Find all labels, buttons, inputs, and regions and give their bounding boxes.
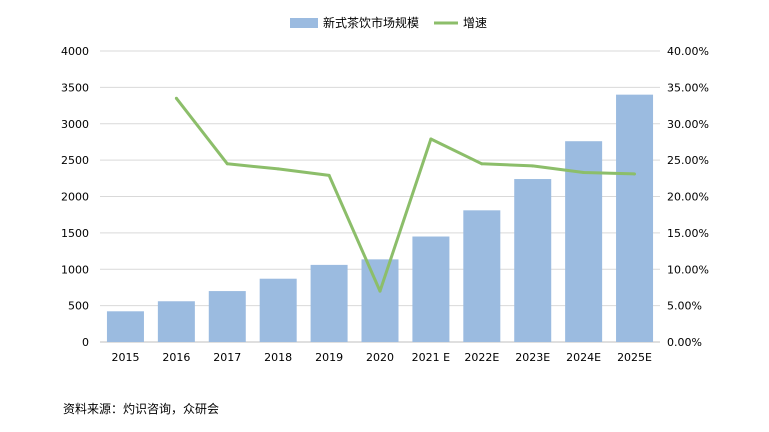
y-axis-left: 0 500 1000 1500 2000 2500 3000 3500 4000 <box>61 45 89 349</box>
growth-point <box>225 162 229 166</box>
y-left-tick-label: 3000 <box>61 118 89 131</box>
x-tick-label: 2015 <box>111 351 139 364</box>
bar <box>616 94 654 343</box>
y-right-tick-label: 15.00% <box>667 227 709 240</box>
x-tick-label: 2019 <box>315 351 343 364</box>
growth-point <box>174 96 178 100</box>
x-tick-label: 2022E <box>464 351 499 364</box>
x-tick-label: 2025E <box>617 351 652 364</box>
growth-point <box>378 289 382 293</box>
x-tick-label: 2023E <box>515 351 550 364</box>
x-tick-label: 2024E <box>566 351 601 364</box>
y-right-tick-label: 0.00% <box>667 336 702 349</box>
bar <box>463 210 501 342</box>
growth-point <box>582 170 586 174</box>
x-tick-label: 2020 <box>366 351 394 364</box>
x-tick-label: 2017 <box>213 351 241 364</box>
x-axis: 2015 2016 2017 2018 2019 2020 2021 E 2022E 2023E… <box>111 351 652 364</box>
y-left-tick-label: 2000 <box>61 191 89 204</box>
y-right-tick-label: 30.00% <box>667 118 709 131</box>
bar <box>157 301 195 342</box>
bar <box>208 291 246 342</box>
x-tick-label: 2018 <box>264 351 292 364</box>
y-left-tick-label: 3500 <box>61 81 89 94</box>
y-axis-right: 0.00% 5.00% 10.00% 15.00% 20.00% 25.00% 30.00%… <box>667 45 709 349</box>
y-right-tick-label: 25.00% <box>667 154 709 167</box>
growth-point <box>327 173 331 177</box>
growth-point <box>531 164 535 168</box>
y-left-tick-label: 500 <box>68 300 89 313</box>
y-right-tick-label: 40.00% <box>667 45 709 58</box>
x-tick-label: 2016 <box>162 351 190 364</box>
growth-line-series <box>174 96 637 293</box>
growth-line <box>175 97 635 293</box>
y-left-tick-label: 1000 <box>61 263 89 276</box>
y-right-tick-label: 20.00% <box>667 191 709 204</box>
legend-label-bar: 新式茶饮市场规模 <box>323 15 419 30</box>
growth-point <box>429 137 433 141</box>
legend: 新式茶饮市场规模 增速 <box>290 15 487 30</box>
bar <box>310 264 348 342</box>
y-right-tick-label: 35.00% <box>667 81 709 94</box>
y-left-tick-label: 4000 <box>61 45 89 58</box>
y-left-tick-label: 1500 <box>61 227 89 240</box>
bar <box>412 236 450 342</box>
y-right-tick-label: 10.00% <box>667 263 709 276</box>
y-left-tick-label: 0 <box>82 336 89 349</box>
x-tick-label: 2021 E <box>412 351 450 364</box>
source-note: 资料来源：灼识咨询，众研会 <box>63 402 220 416</box>
growth-point <box>633 172 637 176</box>
y-left-tick-label: 2500 <box>61 154 89 167</box>
growth-point <box>276 167 280 171</box>
bar <box>106 311 144 342</box>
legend-label-line: 增速 <box>463 16 487 30</box>
bar <box>565 141 603 342</box>
bar <box>361 259 399 342</box>
growth-point <box>480 162 484 166</box>
legend-swatch-bar <box>290 18 318 28</box>
y-right-tick-label: 5.00% <box>667 300 702 313</box>
bar <box>259 278 297 342</box>
bar-series <box>106 94 654 343</box>
bar <box>514 179 552 342</box>
